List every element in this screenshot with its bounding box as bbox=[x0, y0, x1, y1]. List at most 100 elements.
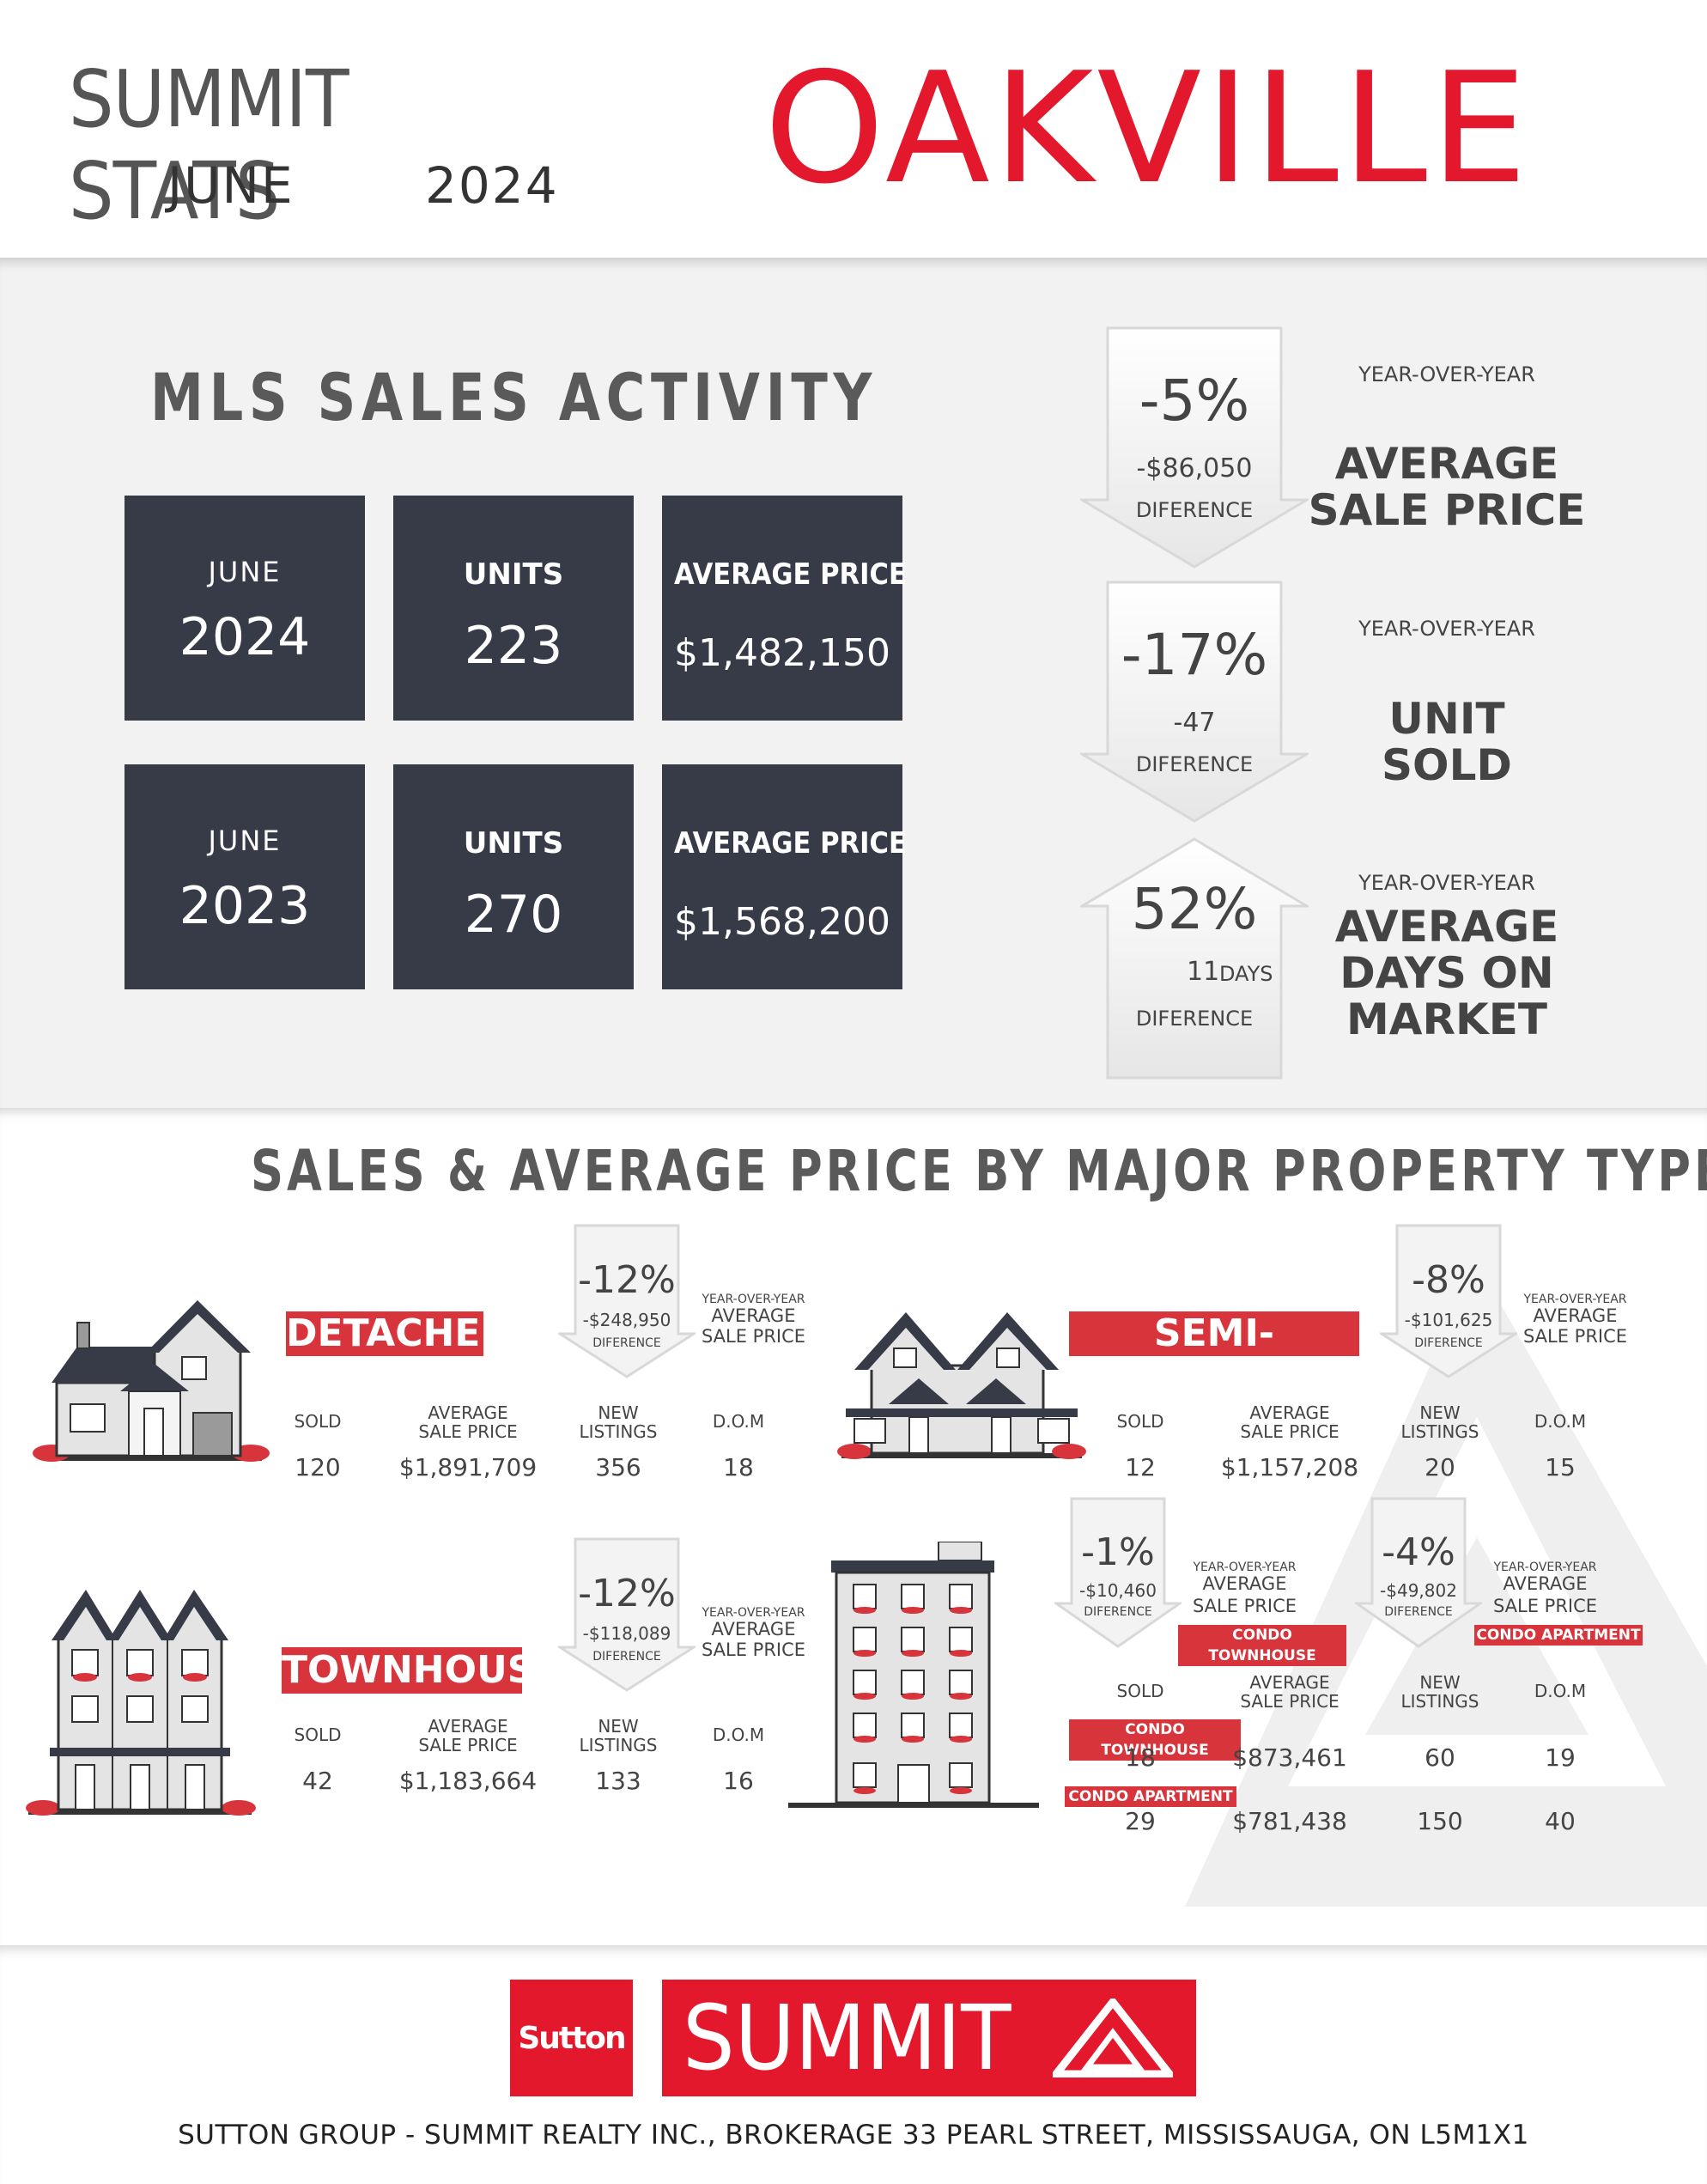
townhouse-yoy-big1: AVERAGE bbox=[711, 1619, 796, 1640]
condo-apartment-dom: 40 bbox=[1545, 1807, 1576, 1835]
semi-yoy-big2: SALE PRICE bbox=[1522, 1326, 1628, 1347]
yoy-diff-label: DIFERENCE bbox=[1135, 752, 1254, 776]
townhouse-sold: 42 bbox=[302, 1767, 333, 1795]
brand-title: SUMMIT STATS bbox=[69, 53, 349, 237]
detached-yoy-big1: AVERAGE bbox=[711, 1305, 796, 1326]
yoy-caption-line1: AVERAGE bbox=[1334, 439, 1559, 489]
yoy-caption-line2: SALE PRICE bbox=[1308, 485, 1586, 535]
semi-sold-header: SOLD bbox=[1116, 1411, 1164, 1432]
semi-avg: $1,157,208 bbox=[1220, 1453, 1359, 1481]
year-value: 2024 bbox=[179, 607, 311, 667]
yoy-diff-unit: DAYS bbox=[1219, 962, 1273, 986]
condo-townhouse-avg: $873,461 bbox=[1232, 1743, 1347, 1772]
townhouse-new: 133 bbox=[595, 1767, 641, 1795]
footer-address: SUTTON GROUP - SUMMIT REALTY INC., BROKE… bbox=[178, 2120, 1529, 2151]
townhouse-avg-header2: SALE PRICE bbox=[418, 1735, 518, 1755]
month-box-2023: JUNE 2023 bbox=[125, 764, 365, 989]
semi-new: 20 bbox=[1425, 1453, 1455, 1481]
semi-yoy-small: YEAR-OVER-YEAR bbox=[1523, 1293, 1627, 1306]
sutton-logo-text: Sutton bbox=[518, 2021, 626, 2056]
down-arrow-icon bbox=[558, 1224, 696, 1378]
detached-label: DETACHED bbox=[286, 1311, 512, 1356]
down-arrow-icon bbox=[558, 1537, 696, 1692]
condo-townhouse-sold: 18 bbox=[1125, 1743, 1156, 1772]
townhouse-label: TOWNHOUSE bbox=[282, 1647, 561, 1694]
condo-avg-header2: SALE PRICE bbox=[1240, 1691, 1339, 1712]
avg-price-box-2024: AVERAGE PRICE $1,482,150 bbox=[662, 496, 907, 721]
header-year: 2024 bbox=[425, 156, 559, 215]
semi-diff-label: DIFERENCE bbox=[1414, 1336, 1483, 1350]
yoy-diff: 11 bbox=[1187, 957, 1220, 987]
yoy-caption-small: YEAR-OVER-YEAR bbox=[1358, 617, 1535, 641]
condo-dom-header: D.O.M bbox=[1534, 1681, 1587, 1701]
yoy-caption-small: YEAR-OVER-YEAR bbox=[1358, 871, 1535, 895]
detached-yoy-big2: SALE PRICE bbox=[701, 1326, 806, 1347]
down-arrow-icon bbox=[1355, 1497, 1482, 1648]
down-arrow-icon bbox=[1054, 1497, 1182, 1648]
semi-new-header1: NEW bbox=[1419, 1402, 1461, 1423]
townhouse-yoy-small: YEAR-OVER-YEAR bbox=[702, 1606, 805, 1620]
condo-apartment-diff: -$49,802 bbox=[1380, 1580, 1457, 1601]
yoy-diff-label: DIFERENCE bbox=[1135, 1007, 1254, 1031]
yoy-diff: -$86,050 bbox=[1136, 453, 1253, 484]
avg-price-label: AVERAGE PRICE bbox=[674, 826, 907, 861]
condo-townhouse-tag: CONDO TOWNHOUSE bbox=[1178, 1625, 1346, 1666]
sutton-logo: Sutton bbox=[510, 1980, 633, 2096]
yoy-pct: 52% bbox=[1131, 876, 1258, 942]
yoy-pct: -5% bbox=[1139, 368, 1250, 434]
semi-sold: 12 bbox=[1125, 1453, 1156, 1481]
condo-apartment-yoy-small: YEAR-OVER-YEAR bbox=[1493, 1560, 1597, 1574]
townhouse-new-header2: LISTINGS bbox=[579, 1735, 658, 1755]
condo-new-header1: NEW bbox=[1419, 1672, 1461, 1693]
summit-logo: SUMMIT bbox=[662, 1980, 1196, 2096]
avg-price-box-2023: AVERAGE PRICE $1,568,200 bbox=[662, 764, 907, 989]
condo-apartment-avg: $781,438 bbox=[1232, 1807, 1347, 1835]
condo-townhouse-yoy-big1: AVERAGE bbox=[1202, 1573, 1287, 1594]
yoy-diff: -47 bbox=[1173, 708, 1216, 738]
townhouse-diff: -$118,089 bbox=[582, 1623, 671, 1644]
condo-townhouse-dom: 19 bbox=[1545, 1743, 1576, 1772]
yoy-caption-line2: DAYS ON bbox=[1339, 948, 1554, 998]
summit-logo-text: SUMMIT bbox=[683, 1986, 1011, 2090]
units-value: 223 bbox=[464, 616, 563, 676]
detached-house-icon bbox=[33, 1300, 270, 1462]
yoy-caption-small: YEAR-OVER-YEAR bbox=[1358, 362, 1535, 386]
avg-price-value: $1,482,150 bbox=[674, 631, 890, 675]
units-label: UNITS bbox=[463, 826, 564, 861]
semi-yoy-big1: AVERAGE bbox=[1533, 1305, 1618, 1326]
header: SUMMIT STATS JUNE 2024 OAKVILLE bbox=[0, 0, 1707, 258]
condo-townhouse-pct: -1% bbox=[1081, 1530, 1155, 1574]
yoy-caption-line1: AVERAGE bbox=[1334, 902, 1559, 952]
up-arrow-icon bbox=[1080, 837, 1309, 1080]
condo-townhouse-yoy-small: YEAR-OVER-YEAR bbox=[1193, 1560, 1297, 1574]
townhouse-diff-label: DIFERENCE bbox=[592, 1650, 661, 1664]
townhouse-yoy-big2: SALE PRICE bbox=[701, 1640, 806, 1660]
yoy-caption-line1: UNIT bbox=[1388, 694, 1505, 744]
condo-apartment-yoy-big2: SALE PRICE bbox=[1492, 1596, 1598, 1616]
townhouse-avg-header1: AVERAGE bbox=[428, 1716, 508, 1737]
yoy-caption-line3: MARKET bbox=[1346, 995, 1547, 1044]
detached-new-header1: NEW bbox=[598, 1402, 639, 1423]
month-box-2024: JUNE 2024 bbox=[125, 496, 365, 721]
condo-building-icon bbox=[788, 1542, 1039, 1808]
city-title: OAKVILLE bbox=[764, 40, 1531, 217]
semi-diff: -$101,625 bbox=[1404, 1310, 1493, 1330]
semi-new-header2: LISTINGS bbox=[1400, 1421, 1479, 1442]
condo-apartment-new: 150 bbox=[1417, 1807, 1463, 1835]
condo-townhouse-yoy-big2: SALE PRICE bbox=[1192, 1596, 1297, 1616]
semi-dom: 15 bbox=[1545, 1453, 1576, 1481]
condo-townhouse-row-tag: CONDO TOWNHOUSE bbox=[1069, 1719, 1241, 1761]
property-title: SALES & AVERAGE PRICE BY MAJOR PROPERTY … bbox=[251, 1138, 1707, 1204]
month-label: JUNE bbox=[208, 556, 282, 588]
detached-diff-label: DIFERENCE bbox=[592, 1336, 661, 1350]
condo-sold-header: SOLD bbox=[1116, 1681, 1164, 1701]
detached-avg: $1,891,709 bbox=[398, 1453, 538, 1481]
condo-apartment-yoy-big1: AVERAGE bbox=[1503, 1573, 1588, 1594]
condo-apartment-row-tag: CONDO APARTMENT bbox=[1065, 1786, 1236, 1807]
detached-avg-header1: AVERAGE bbox=[428, 1402, 508, 1423]
mls-title: MLS SALES ACTIVITY bbox=[150, 359, 878, 435]
year-value: 2023 bbox=[179, 876, 311, 936]
avg-price-label: AVERAGE PRICE bbox=[674, 557, 907, 592]
yoy-pct: -17% bbox=[1121, 622, 1268, 688]
detached-sold: 120 bbox=[295, 1453, 341, 1481]
